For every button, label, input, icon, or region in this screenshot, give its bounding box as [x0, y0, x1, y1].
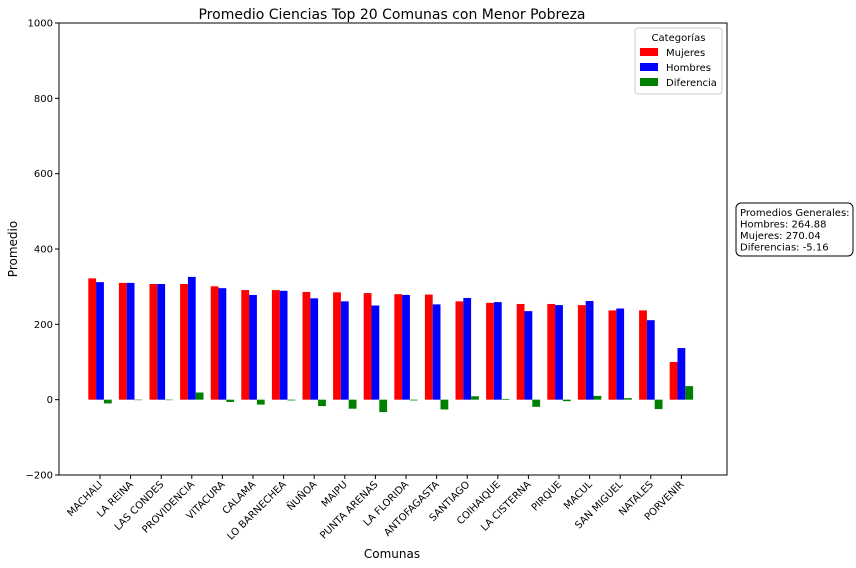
bar-hombres-17 [616, 308, 625, 400]
bar-mujeres-10 [394, 294, 403, 400]
plot-frame [58, 22, 728, 476]
bar-hombres-14 [524, 311, 533, 400]
legend-box [634, 27, 723, 95]
bar-mujeres-3 [180, 284, 188, 400]
bar-hombres-5 [249, 294, 257, 400]
y-tick-label: 400 [34, 245, 53, 256]
bar-hombres-10 [402, 294, 410, 400]
x-axis-label: Comunas [364, 547, 420, 561]
summary-annotation: Promedios Generales:Hombres: 264.88Mujer… [735, 202, 854, 257]
bar-diferencia-8 [348, 399, 357, 409]
bar-hombres-6 [279, 290, 288, 400]
bar-hombres-11 [432, 304, 441, 400]
bar-diferencia-13 [501, 398, 510, 400]
legend-title: Categorías [652, 32, 706, 44]
bar-diferencia-18 [654, 399, 663, 410]
bar-mujeres-14 [516, 303, 525, 400]
bar-hombres-3 [187, 276, 196, 400]
bar-diferencia-1 [134, 399, 143, 401]
bar-mujeres-11 [424, 294, 433, 400]
bar-diferencia-0 [103, 399, 112, 404]
annotation-line: Diferencias: -5.16 [740, 243, 829, 254]
legend-swatch-mujeres [640, 48, 658, 56]
bar-mujeres-18 [639, 310, 647, 400]
bar-diferencia-9 [379, 399, 388, 413]
annotation-line: Promedios Generales: [740, 208, 850, 219]
y-tick-label: 0 [47, 395, 53, 406]
bar-diferencia-10 [409, 399, 418, 401]
bar-mujeres-7 [302, 291, 311, 400]
bar-mujeres-5 [241, 290, 250, 400]
annotation-line: Mujeres: 270.04 [740, 231, 821, 242]
x-tick-label: MAIPU [320, 479, 350, 509]
chart-title: Promedio Ciencias Top 20 Comunas con Men… [198, 7, 585, 23]
bar-mujeres-15 [547, 303, 556, 400]
bar-hombres-8 [340, 301, 349, 400]
y-tick-label: 600 [34, 169, 53, 180]
bar-mujeres-2 [149, 284, 158, 400]
bar-mujeres-9 [363, 293, 372, 400]
bar-mujeres-4 [210, 286, 219, 400]
bar-hombres-16 [585, 300, 594, 400]
legend-swatch-diferencia [640, 78, 658, 86]
bar-diferencia-17 [624, 398, 632, 400]
bar-diferencia-15 [562, 399, 571, 402]
bar-diferencia-5 [256, 399, 265, 405]
y-tick-label: 1000 [28, 19, 53, 30]
bar-diferencia-12 [471, 396, 479, 400]
bar-diferencia-16 [593, 395, 602, 400]
bar-mujeres-19 [669, 362, 678, 400]
bar-hombres-2 [157, 284, 166, 400]
x-tick-label: ÑUÑOA [284, 478, 319, 513]
legend-label-mujeres: Mujeres [666, 48, 705, 59]
x-tick-label: ANTOFAGASTA [382, 479, 441, 538]
bar-hombres-1 [126, 282, 135, 400]
bar-hombres-13 [493, 302, 502, 400]
bar-diferencia-7 [318, 399, 326, 407]
x-tick-label: LO BARNECHEA [226, 479, 289, 542]
bar-diferencia-2 [165, 399, 173, 401]
bar-hombres-18 [646, 320, 655, 400]
bar-diferencia-6 [287, 399, 296, 401]
bar-hombres-0 [96, 282, 104, 400]
bar-hombres-12 [463, 297, 472, 400]
y-tick-label: 200 [34, 320, 53, 331]
bar-mujeres-8 [333, 292, 341, 400]
y-tick-label: 800 [34, 94, 53, 105]
bar-hombres-15 [555, 305, 563, 400]
bar-diferencia-3 [195, 392, 204, 400]
annotation-frame [735, 202, 854, 257]
y-axis-label: Promedio [6, 221, 20, 277]
bar-hombres-4 [218, 288, 227, 400]
y-tick-label: −200 [26, 471, 53, 482]
bar-hombres-7 [310, 298, 319, 400]
legend-label-hombres: Hombres [666, 63, 711, 74]
legend: Categorías Mujeres Hombres Diferencia [634, 27, 723, 95]
bar-mujeres-13 [486, 302, 494, 400]
bars-layer [88, 276, 694, 413]
bar-diferencia-14 [532, 399, 541, 407]
bar-mujeres-1 [118, 282, 127, 400]
legend-label-diferencia: Diferencia [666, 78, 717, 89]
bar-mujeres-0 [88, 278, 97, 400]
bar-diferencia-4 [226, 399, 235, 402]
annotation-line: Hombres: 264.88 [740, 220, 827, 231]
bar-diferencia-11 [440, 399, 449, 410]
bar-hombres-19 [677, 348, 686, 400]
bar-hombres-9 [371, 305, 380, 400]
x-tick-label: PIRQUE [530, 479, 564, 513]
bar-mujeres-17 [608, 310, 617, 400]
bar-mujeres-6 [271, 290, 280, 400]
bar-mujeres-16 [577, 305, 586, 400]
legend-swatch-hombres [640, 63, 658, 71]
bar-mujeres-12 [455, 301, 464, 400]
bar-diferencia-19 [685, 386, 694, 400]
